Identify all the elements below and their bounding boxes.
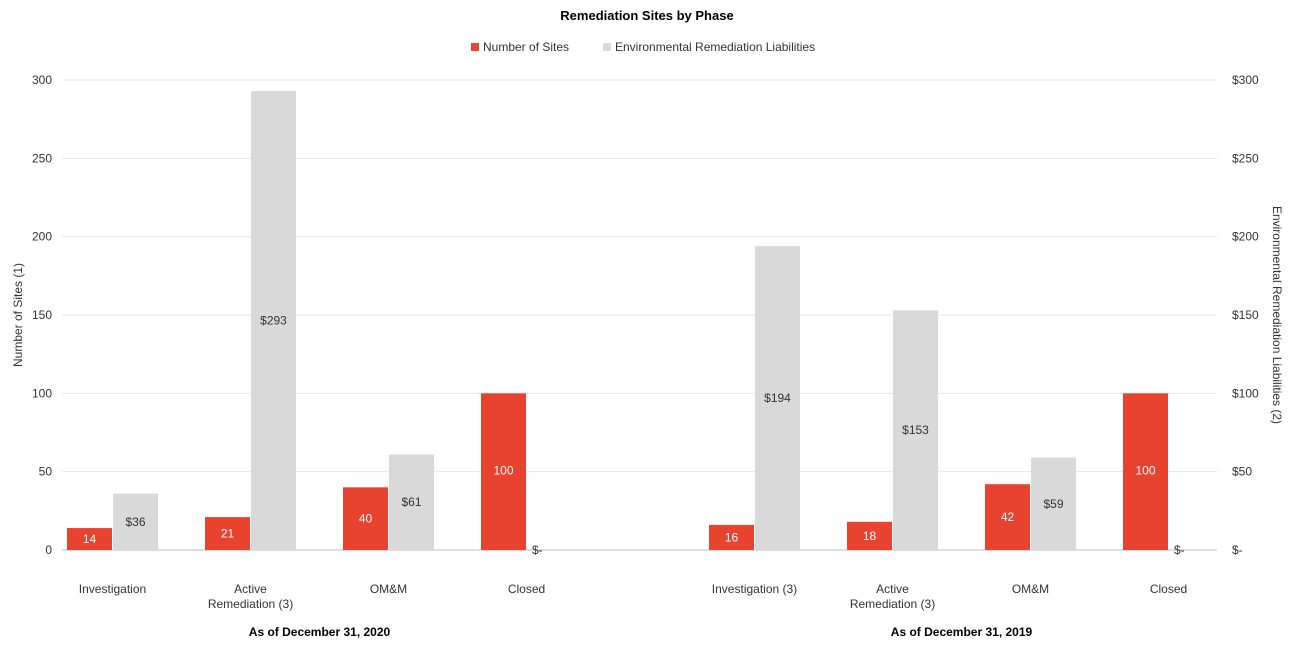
label-environmental-remediation-liabilities: $- — [1174, 543, 1185, 557]
group-label: As of December 31, 2019 — [891, 625, 1033, 639]
y-right-tick-label: $50 — [1232, 465, 1252, 479]
category-label: Closed — [508, 582, 545, 596]
legend-label-sites: Number of Sites — [483, 40, 569, 54]
y-axis-right-title: Environmental Remediation Liabilities (2… — [1270, 206, 1284, 424]
y-right-tick-label: $250 — [1232, 151, 1259, 165]
bar-number-of-sites — [1123, 393, 1168, 550]
label-environmental-remediation-liabilities: $36 — [125, 515, 145, 529]
category-label: Investigation — [79, 582, 146, 596]
category-label: Active Remediation (3) — [208, 582, 293, 611]
label-number-of-sites: 42 — [1001, 510, 1015, 524]
label-environmental-remediation-liabilities: $153 — [902, 423, 929, 437]
y-left-tick-label: 300 — [32, 73, 52, 87]
label-environmental-remediation-liabilities: $- — [532, 543, 543, 557]
category-labels: Investigation Active Remediation (3) OM&M Cl… — [79, 582, 1187, 611]
bar-environmental-remediation-liabilities — [389, 454, 434, 550]
label-environmental-remediation-liabilities: $194 — [764, 391, 791, 405]
group-label: As of December 31, 2020 — [249, 625, 391, 639]
label-number-of-sites: 18 — [863, 529, 877, 543]
y-axis-right-ticks: $- $50 $100 $150 $200 $250 $300 — [1232, 73, 1259, 557]
label-number-of-sites: 40 — [359, 512, 373, 526]
bars — [67, 90, 1168, 551]
label-environmental-remediation-liabilities: $293 — [260, 313, 287, 327]
y-right-tick-label: $- — [1232, 543, 1243, 557]
label-environmental-remediation-liabilities: $61 — [401, 495, 421, 509]
label-number-of-sites: 21 — [221, 527, 235, 541]
bar-number-of-sites — [847, 521, 892, 550]
bar-number-of-sites — [709, 524, 754, 550]
category-label: OM&M — [1012, 582, 1049, 596]
bar-number-of-sites — [985, 484, 1030, 550]
y-axis-left-ticks: 0 50 100 150 200 250 300 — [32, 73, 52, 557]
y-left-tick-label: 0 — [45, 543, 52, 557]
label-number-of-sites: 16 — [725, 530, 739, 544]
y-left-tick-label: 250 — [32, 151, 52, 165]
label-number-of-sites: 14 — [83, 532, 97, 546]
bar-number-of-sites — [67, 528, 112, 550]
y-left-tick-label: 200 — [32, 230, 52, 244]
label-environmental-remediation-liabilities: $59 — [1043, 497, 1063, 511]
category-label: Closed — [1150, 582, 1187, 596]
group-labels: As of December 31, 2020 As of December 31… — [249, 625, 1033, 639]
label-number-of-sites: 100 — [493, 463, 513, 477]
data-labels: 14 $36 21 $293 40 $61 100 $- 16 $194 18 $153 42 $59 10… — [83, 313, 1185, 557]
bar-environmental-remediation-liabilities — [893, 310, 938, 550]
y-right-tick-label: $200 — [1232, 230, 1259, 244]
y-axis-left-title: Number of Sites (1) — [11, 263, 25, 367]
bar-environmental-remediation-liabilities — [113, 493, 158, 550]
y-right-tick-label: $150 — [1232, 308, 1259, 322]
legend-swatch-sites — [471, 43, 479, 51]
legend: Number of Sites Environmental Remediatio… — [471, 40, 815, 54]
legend-swatch-liabilities — [603, 43, 611, 51]
category-label: Investigation (3) — [712, 582, 797, 596]
legend-label-liabilities: Environmental Remediation Liabilities — [615, 40, 815, 54]
y-right-tick-label: $100 — [1232, 386, 1259, 400]
label-number-of-sites: 100 — [1135, 463, 1155, 477]
y-left-tick-label: 100 — [32, 386, 52, 400]
bar-environmental-remediation-liabilities — [1031, 457, 1076, 550]
bar-environmental-remediation-liabilities — [755, 246, 800, 551]
bar-environmental-remediation-liabilities — [251, 90, 296, 550]
bar-number-of-sites — [481, 393, 526, 550]
category-label: OM&M — [370, 582, 407, 596]
y-left-tick-label: 50 — [39, 465, 53, 479]
chart-title: Remediation Sites by Phase — [560, 8, 733, 23]
y-left-tick-label: 150 — [32, 308, 52, 322]
bar-number-of-sites — [205, 517, 250, 550]
category-label: Active Remediation (3) — [850, 582, 935, 611]
bar-number-of-sites — [343, 487, 388, 550]
y-right-tick-label: $300 — [1232, 73, 1259, 87]
